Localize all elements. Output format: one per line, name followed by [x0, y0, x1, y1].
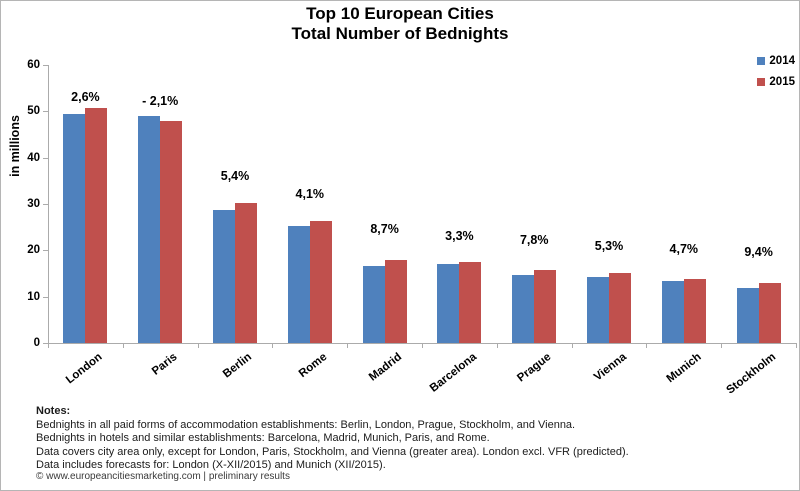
bar-2014-berlin: [213, 210, 235, 343]
y-tick-mark: [43, 157, 48, 159]
note-line: Data includes forecasts for: London (X-X…: [36, 459, 386, 472]
x-axis-label-madrid: Madrid: [366, 351, 404, 384]
bar-2015-prague: [534, 269, 557, 343]
change-label-berlin: 5,4%: [220, 169, 250, 184]
x-axis-label-prague: Prague: [515, 351, 554, 385]
bar-2014-rome: [287, 225, 310, 343]
change-label-london: 2,6%: [71, 90, 100, 105]
change-label-stockholm: 9,4%: [744, 244, 773, 259]
x-axis-label-london: London: [64, 351, 105, 387]
bar-2015-stockholm: [758, 282, 781, 343]
y-axis-title: in millions: [8, 115, 22, 177]
copyright-source-line: © www.europeancitiesmarketing.com | prel…: [36, 471, 290, 482]
y-tick-label: 0: [33, 337, 40, 349]
bar-2014-stockholm: [736, 287, 759, 343]
note-line: Bednights in all paid forms of accommoda…: [36, 418, 576, 431]
x-axis-label-stockholm: Stockholm: [724, 351, 778, 397]
change-label-rome: 4,1%: [295, 187, 325, 202]
bar-2015-paris: [160, 121, 183, 343]
x-tick-mark: [496, 343, 498, 348]
y-tick-mark: [43, 296, 48, 298]
bar-2015-vienna: [609, 273, 631, 343]
y-tick-label: 10: [27, 290, 40, 303]
y-tick-label: 40: [27, 151, 40, 164]
legend: 2014 2015: [757, 53, 795, 95]
note-line: Data covers city area only, except for L…: [36, 445, 629, 458]
x-tick-mark: [721, 343, 723, 348]
legend-row-2014: 2014: [757, 53, 795, 68]
x-axis-label-rome: Rome: [296, 351, 330, 381]
legend-swatch-2014: [757, 56, 766, 65]
change-label-paris: - 2,1%: [142, 94, 179, 109]
y-tick-label: 50: [27, 105, 40, 118]
chart-title-line2: Total Number of Bednights: [291, 24, 509, 43]
x-tick-mark: [422, 343, 423, 348]
legend-swatch-2015: [757, 77, 766, 86]
notes-block: Notes: Bednights in all paid forms of ac…: [36, 405, 629, 473]
chart-title: Top 10 European Cities Total Number of B…: [1, 4, 799, 44]
x-axis-label-vienna: Vienna: [591, 351, 629, 384]
bar-2014-barcelona: [437, 264, 460, 343]
bar-2015-munich: [683, 278, 706, 343]
y-tick-mark: [43, 250, 48, 252]
x-axis-label-barcelona: Barcelona: [427, 351, 479, 395]
bar-2015-london: [85, 108, 108, 343]
bar-2014-london: [63, 114, 86, 343]
bar-2014-paris: [138, 116, 161, 343]
x-tick-mark: [197, 343, 199, 348]
bar-2015-barcelona: [459, 261, 482, 343]
change-label-barcelona: 3,3%: [445, 228, 474, 243]
legend-label-2014: 2014: [769, 54, 795, 67]
y-tick-label: 30: [27, 198, 40, 210]
x-tick-mark: [796, 343, 797, 348]
bar-2015-rome: [309, 221, 332, 343]
x-tick-mark: [571, 343, 573, 348]
bar-2014-prague: [512, 274, 535, 343]
bar-2014-munich: [661, 281, 684, 343]
x-tick-mark: [122, 343, 124, 348]
x-tick-mark: [272, 343, 274, 348]
note-line: Bednights in hotels and similar establis…: [36, 432, 490, 445]
y-tick-label: 60: [27, 59, 40, 71]
x-tick-mark: [347, 343, 349, 348]
bar-2015-madrid: [384, 259, 407, 343]
chart-title-line1: Top 10 European Cities: [306, 4, 494, 23]
bar-2015-berlin: [235, 203, 257, 343]
bar-2014-madrid: [362, 266, 385, 343]
y-tick-mark: [43, 111, 48, 113]
legend-row-2015: 2015: [757, 74, 795, 89]
change-label-munich: 4,7%: [669, 241, 699, 256]
change-label-madrid: 8,7%: [370, 221, 399, 236]
x-tick-mark: [646, 343, 648, 348]
x-axis-label-berlin: Berlin: [221, 351, 255, 381]
y-tick-mark: [43, 343, 48, 344]
change-label-vienna: 5,3%: [594, 239, 624, 254]
y-tick-label: 20: [27, 244, 40, 257]
bar-2014-vienna: [587, 276, 609, 343]
legend-label-2015: 2015: [769, 75, 795, 88]
x-axis-label-munich: Munich: [664, 351, 704, 386]
x-axis-label-paris: Paris: [150, 351, 180, 378]
notes-heading: Notes:: [36, 405, 71, 417]
y-axis-line: [48, 65, 49, 343]
y-tick-mark: [43, 65, 48, 66]
change-label-prague: 7,8%: [519, 232, 549, 247]
y-tick-mark: [43, 204, 48, 205]
x-tick-mark: [48, 343, 49, 348]
